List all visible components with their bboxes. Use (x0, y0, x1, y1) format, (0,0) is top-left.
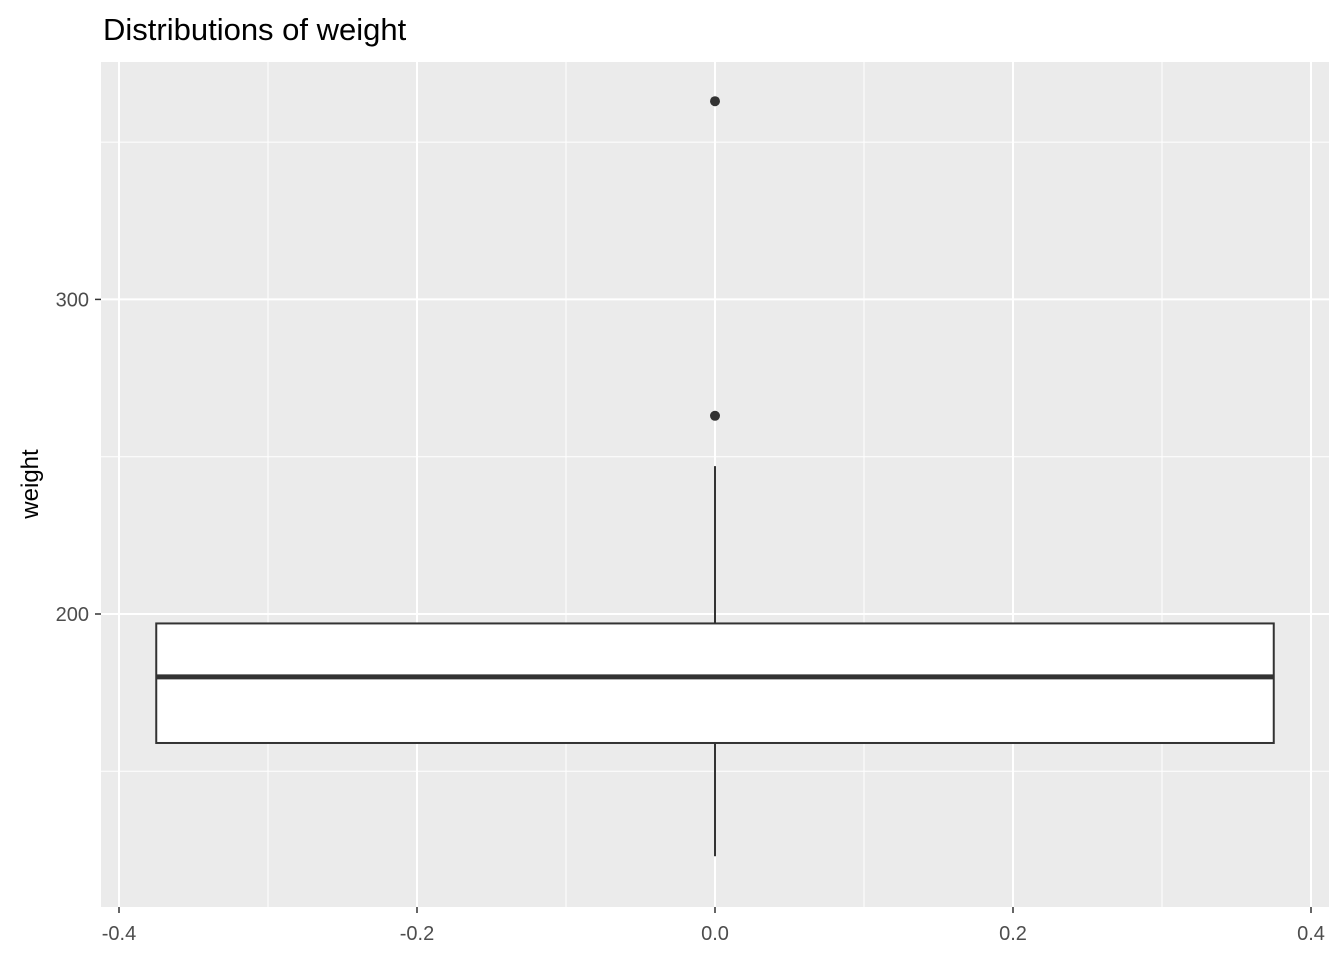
chart-title: Distributions of weight (103, 12, 407, 47)
y-axis: 200 300 (56, 289, 101, 626)
x-tick-label: -0.4 (102, 923, 136, 945)
x-axis: -0.4 -0.2 0.0 0.2 0.4 (102, 907, 1325, 945)
x-tick-label: 0.2 (999, 923, 1027, 945)
y-tick-label: 300 (56, 289, 89, 311)
outlier-point (710, 410, 720, 421)
y-axis-title: weight (17, 449, 44, 520)
x-tick-label: 0.0 (701, 923, 729, 945)
y-tick-label: 200 (56, 604, 89, 626)
box-iqr (155, 622, 1275, 744)
x-tick-label: -0.2 (400, 923, 434, 945)
outlier-point (710, 96, 720, 107)
x-tick-label: 0.4 (1297, 923, 1325, 945)
box (155, 96, 1275, 857)
